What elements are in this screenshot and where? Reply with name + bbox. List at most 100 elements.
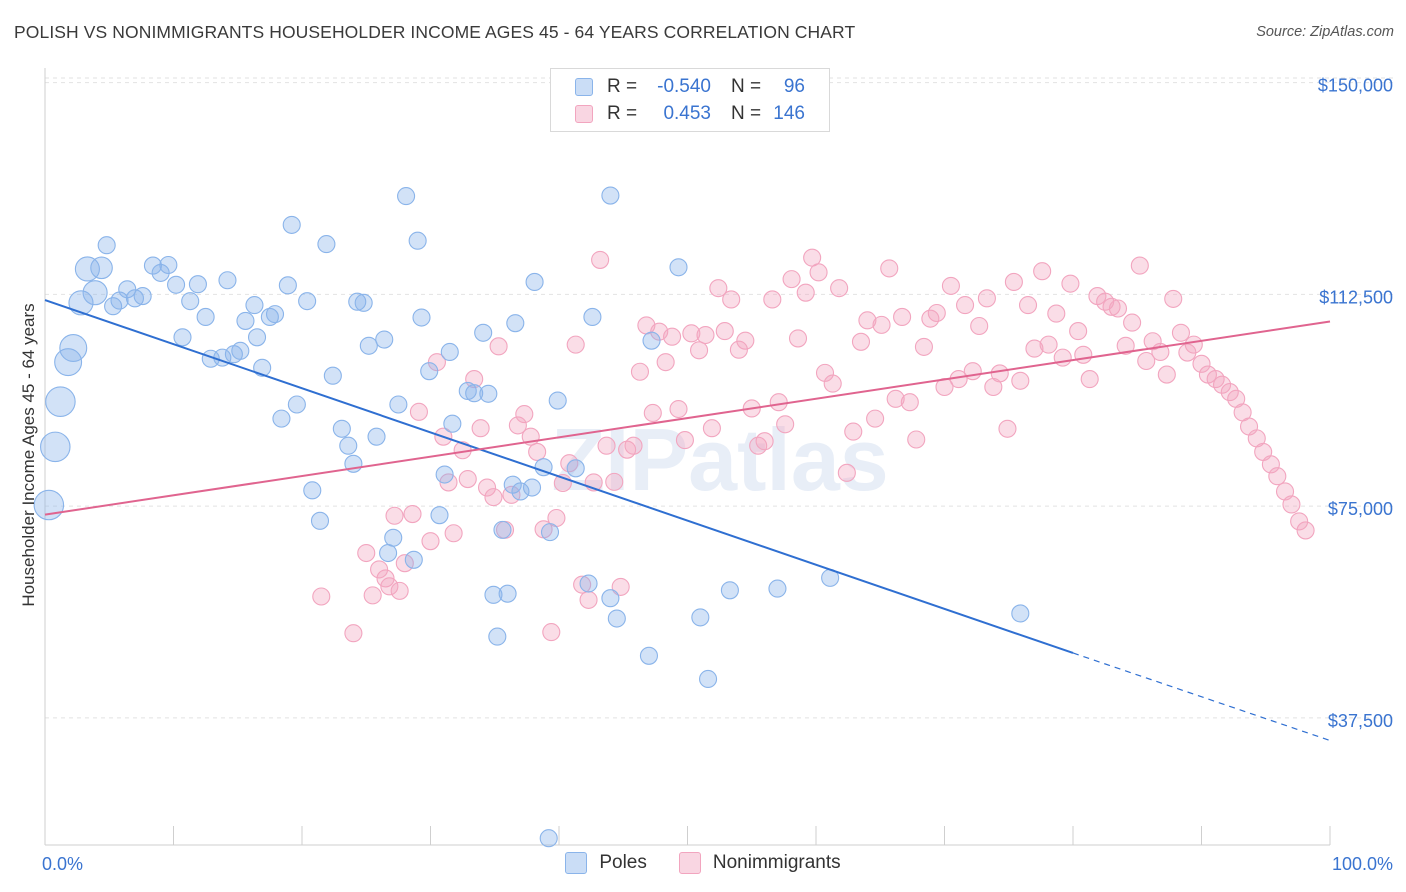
nonimmigrants-point — [458, 469, 477, 489]
legend-row-poles: R = -0.540 N = 96 — [575, 74, 805, 100]
poles-point — [397, 187, 416, 206]
poles-point — [443, 414, 462, 433]
correlation-legend: R = -0.540 N = 96 R = 0.453 N = 146 — [550, 68, 830, 132]
poles-point — [430, 506, 449, 525]
x-tick-label: 0.0% — [42, 854, 83, 874]
nonimmigrants-point — [702, 419, 721, 438]
nonimmigrants-point — [782, 270, 801, 289]
poles-point — [412, 308, 431, 327]
poles-point — [118, 280, 137, 299]
poles-swatch — [565, 852, 588, 874]
nonimmigrants-point — [1184, 335, 1203, 354]
nonimmigrants-point — [977, 289, 996, 308]
nonimmigrants-point — [941, 276, 960, 295]
poles-point — [525, 272, 544, 291]
series-legend: Poles Nonimmigrants — [0, 852, 1406, 874]
n-value: 146 — [773, 103, 805, 124]
nonimmigrants-point — [409, 402, 428, 421]
nonimmigrants-point — [990, 364, 1009, 383]
nonimmigrants-point — [1053, 348, 1072, 367]
nonimmigrants-point — [914, 337, 933, 356]
nonimmigrants-point — [1261, 455, 1280, 474]
poles-point — [181, 292, 200, 311]
poles-point — [484, 585, 503, 604]
nonimmigrants-point — [1004, 272, 1023, 291]
poles-point — [287, 395, 306, 414]
nonimmigrants-point — [1018, 296, 1038, 315]
nonimmigrants-point — [1102, 297, 1121, 316]
nonimmigrants-point — [630, 362, 650, 381]
poles-point — [420, 362, 439, 381]
poles-point — [310, 511, 330, 530]
poles-point — [579, 574, 598, 593]
nonimmigrants-point — [866, 409, 885, 428]
nonimmigrants-point — [656, 353, 675, 372]
poles-point — [389, 395, 408, 414]
nonimmigrants-point — [579, 590, 598, 609]
nonimmigrants-point — [669, 399, 688, 419]
n-value: 96 — [783, 76, 805, 97]
poles-point — [236, 311, 255, 330]
poles-point — [339, 436, 358, 455]
poles-point — [173, 328, 192, 347]
poles-point — [260, 307, 279, 327]
poles-point — [601, 589, 620, 608]
nonimmigrants-point — [1296, 521, 1315, 540]
poles-point — [639, 646, 659, 665]
tick-labels: $37,500 $75,000 $112,500 $150,000 0.0% 100.0% — [42, 76, 1393, 874]
y-axis-label: Householder Income Ages 45 - 64 years — [19, 303, 38, 606]
poles-point — [375, 330, 394, 349]
nonimmigrants-point — [690, 341, 709, 360]
nonimmigrants-point — [696, 325, 715, 345]
legend-item-nonimmigrants: Nonimmigrants — [678, 852, 841, 874]
poles-point — [282, 215, 301, 234]
poles-point — [408, 231, 427, 250]
nonimmigrants-point — [465, 370, 484, 389]
nonimmigrants-point — [597, 436, 616, 455]
nonimmigrants-point — [1123, 313, 1142, 332]
nonimmigrants-point — [1116, 336, 1135, 355]
poles-point — [188, 275, 207, 294]
poles-swatch — [575, 78, 593, 96]
poles-point — [384, 528, 403, 547]
poles-point — [474, 323, 493, 342]
poles-point — [435, 465, 454, 484]
legend-row-nonimmigrants: R = 0.453 N = 146 — [575, 101, 805, 127]
y-tick-label: $75,000 — [1328, 499, 1393, 519]
poles-point — [539, 829, 558, 848]
nonimmigrants-point — [796, 283, 815, 302]
poles-point — [143, 256, 162, 275]
nonimmigrants-point — [1039, 335, 1058, 354]
nonimmigrants-point — [755, 432, 774, 451]
nonimmigrants-point — [788, 329, 808, 348]
poles-point — [59, 334, 88, 363]
poles-point — [247, 328, 267, 347]
r-value: 0.453 — [663, 103, 711, 124]
poles-point — [359, 336, 378, 355]
poles-point — [691, 608, 710, 627]
nonimmigrants-point — [1080, 370, 1099, 389]
nonimmigrants-point — [489, 337, 508, 356]
poles-point — [231, 341, 250, 360]
poles-point — [367, 427, 386, 446]
poles-trend-line — [44, 299, 1074, 654]
y-tick-label: $37,500 — [1328, 711, 1393, 731]
poles-point — [298, 292, 317, 311]
legend-item-poles: Poles — [565, 852, 647, 874]
nonimmigrants-point — [573, 575, 592, 594]
nonimmigrants-point — [370, 560, 389, 579]
poles-point — [167, 275, 186, 294]
nonimmigrants-point — [403, 505, 422, 524]
nonimmigrants-point — [998, 419, 1017, 438]
source-credit: Source: ZipAtlas.com — [1256, 24, 1394, 40]
poles-point — [278, 276, 297, 295]
chart-title: POLISH VS NONIMMIGRANTS HOUSEHOLDER INCO… — [14, 22, 856, 42]
nonimmigrants-point — [1192, 354, 1211, 373]
nonimmigrants-point — [663, 327, 682, 346]
nonimmigrants-point — [1047, 304, 1066, 323]
nonimmigrants-point — [363, 586, 382, 605]
nonimmigrants-point — [542, 623, 561, 642]
poles-point — [607, 609, 626, 628]
nonimmigrants-point — [709, 279, 728, 298]
poles-trend-extension — [1072, 652, 1331, 742]
